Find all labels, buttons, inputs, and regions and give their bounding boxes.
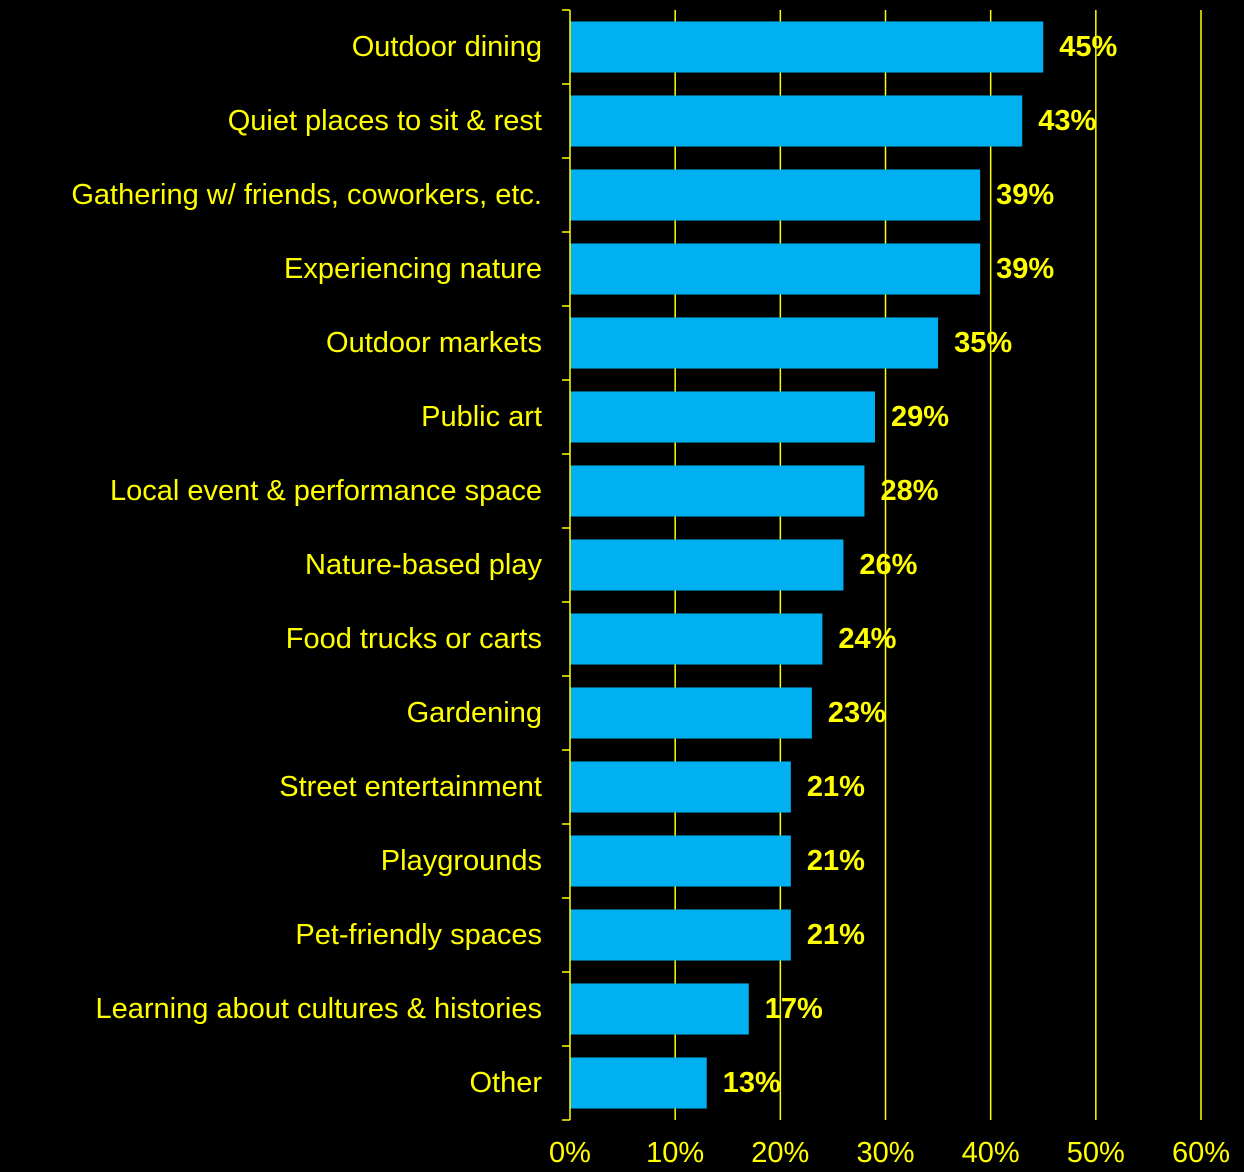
category-label: Outdoor dining xyxy=(352,31,542,63)
category-label: Playgrounds xyxy=(381,845,542,877)
data-labels: 45% 43% 39% 39% 35% 29% 28% 26% 24% 23% 21% 21% 21% 1… xyxy=(723,31,1118,1099)
category-label: Pet-friendly spaces xyxy=(295,919,542,951)
x-tick-label: 10% xyxy=(646,1137,704,1169)
bar xyxy=(570,909,791,961)
category-label: Local event & performance space xyxy=(110,475,542,507)
data-label: 26% xyxy=(859,549,917,581)
data-label: 29% xyxy=(891,401,949,433)
bar xyxy=(570,539,844,591)
data-label: 43% xyxy=(1038,105,1096,137)
category-label: Nature-based play xyxy=(305,549,542,581)
x-tick-label: 0% xyxy=(549,1137,591,1169)
category-label: Food trucks or carts xyxy=(286,623,542,655)
category-labels: Outdoor dining Quiet places to sit & rest… xyxy=(71,31,542,1099)
category-label: Street entertainment xyxy=(279,771,542,803)
data-label: 39% xyxy=(996,179,1054,211)
category-label: Other xyxy=(469,1067,542,1099)
bar xyxy=(570,21,1044,73)
bar xyxy=(570,687,812,739)
bar xyxy=(570,465,865,517)
x-tick-label: 60% xyxy=(1172,1137,1230,1169)
bar xyxy=(570,613,823,665)
data-label: 35% xyxy=(954,327,1012,359)
x-tick-label: 50% xyxy=(1067,1137,1125,1169)
bar xyxy=(570,835,791,887)
data-label: 21% xyxy=(807,771,865,803)
data-label: 21% xyxy=(807,845,865,877)
bar xyxy=(570,391,875,443)
bar xyxy=(570,243,981,295)
x-tick-label: 20% xyxy=(751,1137,809,1169)
bar xyxy=(570,983,749,1035)
bar xyxy=(570,169,981,221)
data-label: 24% xyxy=(838,623,896,655)
category-label: Gardening xyxy=(407,697,542,729)
category-label: Gathering w/ friends, coworkers, etc. xyxy=(71,179,542,211)
x-axis-tick-labels: 0% 10% 20% 30% 40% 50% 60% xyxy=(549,1137,1230,1169)
category-label: Public art xyxy=(421,401,542,433)
category-axis xyxy=(562,9,571,1121)
data-label: 23% xyxy=(828,697,886,729)
x-tick-label: 30% xyxy=(856,1137,914,1169)
x-tick-label: 40% xyxy=(962,1137,1020,1169)
data-label: 45% xyxy=(1059,31,1117,63)
category-label: Outdoor markets xyxy=(326,327,542,359)
category-label: Experiencing nature xyxy=(284,253,542,285)
data-label: 28% xyxy=(880,475,938,507)
bar xyxy=(570,95,1023,147)
bar xyxy=(570,761,791,813)
data-label: 17% xyxy=(765,993,823,1025)
data-label: 39% xyxy=(996,253,1054,285)
category-label: Quiet places to sit & rest xyxy=(228,105,542,137)
bar xyxy=(570,317,939,369)
bar xyxy=(570,1057,707,1109)
data-label: 13% xyxy=(723,1067,781,1099)
data-label: 21% xyxy=(807,919,865,951)
category-label: Learning about cultures & histories xyxy=(95,993,542,1025)
bars xyxy=(570,21,1044,1109)
